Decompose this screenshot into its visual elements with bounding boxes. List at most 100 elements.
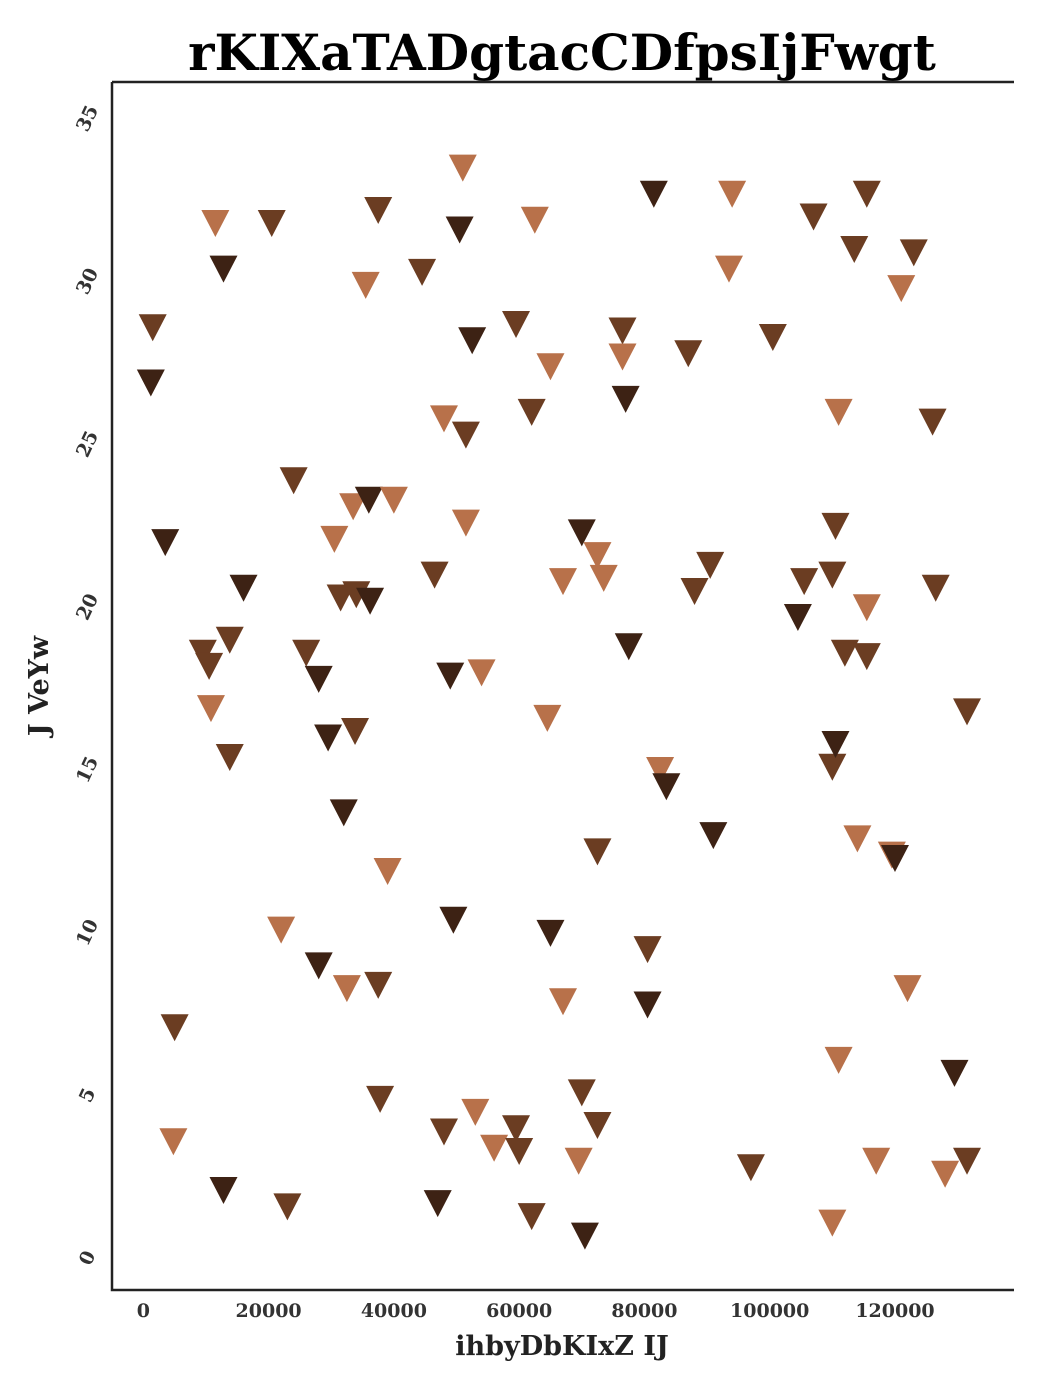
data-point xyxy=(420,561,449,589)
y-tick-label: 0 xyxy=(75,1248,101,1269)
data-point xyxy=(821,730,850,758)
data-point xyxy=(439,906,468,934)
data-point xyxy=(940,1059,969,1087)
x-axis-ticks: 0 20000 40000 60000 80000 100000 120000 xyxy=(137,1300,935,1322)
data-point xyxy=(880,844,909,872)
data-point xyxy=(341,717,370,745)
x-tick-label: 40000 xyxy=(361,1300,427,1322)
data-point xyxy=(674,340,703,368)
data-point xyxy=(633,936,662,964)
x-tick-label: 100000 xyxy=(730,1300,809,1322)
data-point xyxy=(196,695,225,723)
data-point xyxy=(292,639,321,667)
y-tick-label: 25 xyxy=(72,428,103,461)
data-point xyxy=(151,529,180,557)
data-point xyxy=(570,1222,599,1250)
data-point xyxy=(448,154,477,182)
data-point xyxy=(304,665,333,693)
data-point xyxy=(356,587,385,615)
data-point xyxy=(480,1134,509,1162)
data-point xyxy=(201,210,230,238)
data-point xyxy=(209,1177,238,1205)
data-point xyxy=(195,652,224,680)
data-point xyxy=(583,1111,612,1139)
data-point xyxy=(451,421,480,449)
data-point xyxy=(680,577,709,605)
data-point xyxy=(138,314,167,342)
x-tick-label: 120000 xyxy=(855,1300,934,1322)
data-point xyxy=(229,574,258,602)
data-point xyxy=(549,988,577,1016)
data-point xyxy=(589,564,618,592)
data-point xyxy=(517,1203,546,1231)
x-tick-label: 20000 xyxy=(236,1300,302,1322)
data-point xyxy=(364,971,393,999)
data-point xyxy=(364,196,393,224)
data-point xyxy=(304,952,333,980)
data-point xyxy=(953,1147,982,1175)
data-point xyxy=(799,203,828,231)
data-point xyxy=(451,509,480,537)
data-point xyxy=(332,975,361,1003)
y-tick-label: 10 xyxy=(72,916,103,949)
data-point xyxy=(429,1118,458,1146)
data-point xyxy=(467,659,496,687)
data-point xyxy=(699,822,728,850)
data-point xyxy=(862,1147,891,1175)
y-axis-label: J VeYw xyxy=(24,635,55,738)
data-point xyxy=(564,1147,593,1175)
data-point xyxy=(783,603,812,631)
data-point xyxy=(314,724,343,752)
data-point xyxy=(159,1128,188,1156)
data-point xyxy=(893,975,922,1003)
y-axis-ticks: 0 5 10 15 20 25 30 35 xyxy=(72,102,103,1269)
data-point xyxy=(852,643,881,671)
data-point xyxy=(215,626,244,654)
data-point xyxy=(502,310,531,338)
data-point xyxy=(918,408,947,436)
chart-title: rKIXaTADgtacCDfpsIjFwgt xyxy=(188,23,936,82)
data-point xyxy=(373,857,402,885)
data-point xyxy=(408,258,437,286)
data-point xyxy=(758,323,787,351)
data-point xyxy=(696,551,725,579)
y-tick-label: 15 xyxy=(72,753,103,786)
data-point xyxy=(852,594,881,622)
data-points xyxy=(136,154,982,1250)
data-point xyxy=(953,698,982,726)
data-point xyxy=(279,467,308,495)
data-point xyxy=(423,1190,452,1218)
data-point xyxy=(257,210,286,238)
x-tick-label: 60000 xyxy=(486,1300,552,1322)
data-point xyxy=(366,1085,395,1113)
data-point xyxy=(887,275,916,303)
data-point xyxy=(429,405,458,433)
data-point xyxy=(931,1160,960,1188)
data-point xyxy=(821,512,850,540)
data-point xyxy=(379,486,408,514)
data-point xyxy=(608,343,637,371)
data-point xyxy=(339,493,368,521)
data-point xyxy=(714,255,743,283)
data-point xyxy=(611,385,640,413)
data-point xyxy=(824,1046,853,1074)
data-point xyxy=(320,525,349,553)
data-point xyxy=(502,1115,531,1143)
x-axis-label: ihbyDbKIxZ IJ xyxy=(455,1331,668,1362)
data-point xyxy=(852,180,881,208)
axis-spines xyxy=(110,82,1014,1292)
data-point xyxy=(818,753,847,781)
data-point xyxy=(505,1137,534,1165)
data-point xyxy=(824,398,853,426)
y-tick-label: 30 xyxy=(72,265,103,298)
data-point xyxy=(608,317,637,345)
data-point xyxy=(329,799,358,827)
data-point xyxy=(536,353,565,381)
data-point xyxy=(790,568,819,596)
data-point xyxy=(517,398,546,426)
data-point xyxy=(718,180,747,208)
x-tick-label: 0 xyxy=(137,1300,150,1322)
data-point xyxy=(614,633,643,661)
data-point xyxy=(458,327,487,355)
